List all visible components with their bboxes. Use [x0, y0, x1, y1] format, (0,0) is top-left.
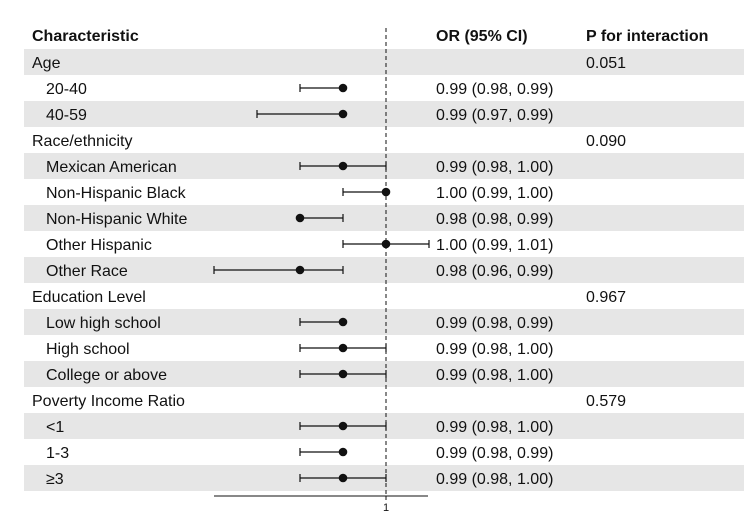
- subgroup-label: College or above: [46, 367, 167, 384]
- p-interaction-value: 0.967: [586, 289, 626, 306]
- or-point: [295, 265, 305, 275]
- or-ci-value: 0.99 (0.98, 1.00): [436, 471, 553, 488]
- x-axis: 1: [214, 495, 428, 514]
- or-ci-column: 0.99 (0.98, 0.99) 0.99 (0.97, 0.99) 0.99 (…: [436, 81, 553, 488]
- row-stripe: [24, 205, 744, 231]
- or-ci-value: 0.99 (0.97, 0.99): [436, 107, 553, 124]
- p-interaction-value: 0.579: [586, 393, 626, 410]
- group-label: Race/ethnicity: [32, 133, 133, 150]
- or-ci-value: 1.00 (0.99, 1.01): [436, 237, 553, 254]
- or-ci-value: 0.99 (0.98, 0.99): [436, 315, 553, 332]
- or-ci-value: 0.98 (0.96, 0.99): [436, 263, 553, 280]
- row-stripe: [24, 101, 744, 127]
- or-point: [381, 239, 391, 249]
- or-point: [295, 213, 305, 223]
- subgroup-label: <1: [46, 419, 64, 436]
- or-ci-value: 0.99 (0.98, 1.00): [436, 419, 553, 436]
- or-point: [381, 187, 391, 197]
- row-stripe: [24, 49, 744, 75]
- subgroup-label: Mexican American: [46, 159, 177, 176]
- or-point: [338, 421, 348, 431]
- subgroup-label: Non-Hispanic White: [46, 211, 187, 228]
- header-or-ci: OR (95% CI): [436, 28, 528, 45]
- or-point: [338, 83, 348, 93]
- or-ci-value: 0.99 (0.98, 1.00): [436, 159, 553, 176]
- or-ci-value: 0.99 (0.98, 0.99): [436, 445, 553, 462]
- or-point: [338, 343, 348, 353]
- group-label: Age: [32, 55, 61, 72]
- or-point: [338, 369, 348, 379]
- or-ci-value: 0.99 (0.98, 0.99): [436, 81, 553, 98]
- p-interaction-value: 0.051: [586, 55, 626, 72]
- x-axis-tick-label: 1: [383, 502, 389, 514]
- row-stripe: [24, 309, 744, 335]
- or-point: [338, 447, 348, 457]
- subgroup-label: High school: [46, 341, 130, 358]
- or-point: [338, 473, 348, 483]
- row-stripes: [24, 49, 744, 491]
- subgroup-label: 1-3: [46, 445, 69, 462]
- subgroup-label: Other Race: [46, 263, 128, 280]
- subgroup-label: Other Hispanic: [46, 237, 152, 254]
- p-interaction-value: 0.090: [586, 133, 626, 150]
- or-ci-value: 0.98 (0.98, 0.99): [436, 211, 553, 228]
- row-stripe: [24, 257, 744, 283]
- subgroup-label: Non-Hispanic Black: [46, 185, 187, 202]
- p-interaction-column: 0.051 0.090 0.967 0.579: [586, 55, 626, 410]
- subgroup-label: 40-59: [46, 107, 87, 124]
- header-p-interaction: P for interaction: [586, 28, 708, 45]
- or-ci-value: 0.99 (0.98, 1.00): [436, 367, 553, 384]
- estimate-marks: [213, 83, 430, 483]
- row-labels: Age 20-40 40-59 Race/ethnicity Mexican Ameri…: [32, 55, 187, 488]
- or-point: [338, 161, 348, 171]
- group-label: Poverty Income Ratio: [32, 393, 185, 410]
- or-point: [338, 317, 348, 327]
- subgroup-label: Low high school: [46, 315, 161, 332]
- or-point: [338, 109, 348, 119]
- subgroup-label: ≥3: [46, 471, 64, 488]
- header-characteristic: Characteristic: [32, 28, 139, 45]
- or-ci-value: 0.99 (0.98, 1.00): [436, 341, 553, 358]
- group-label: Education Level: [32, 289, 146, 306]
- or-ci-value: 1.00 (0.99, 1.00): [436, 185, 553, 202]
- subgroup-label: 20-40: [46, 81, 87, 98]
